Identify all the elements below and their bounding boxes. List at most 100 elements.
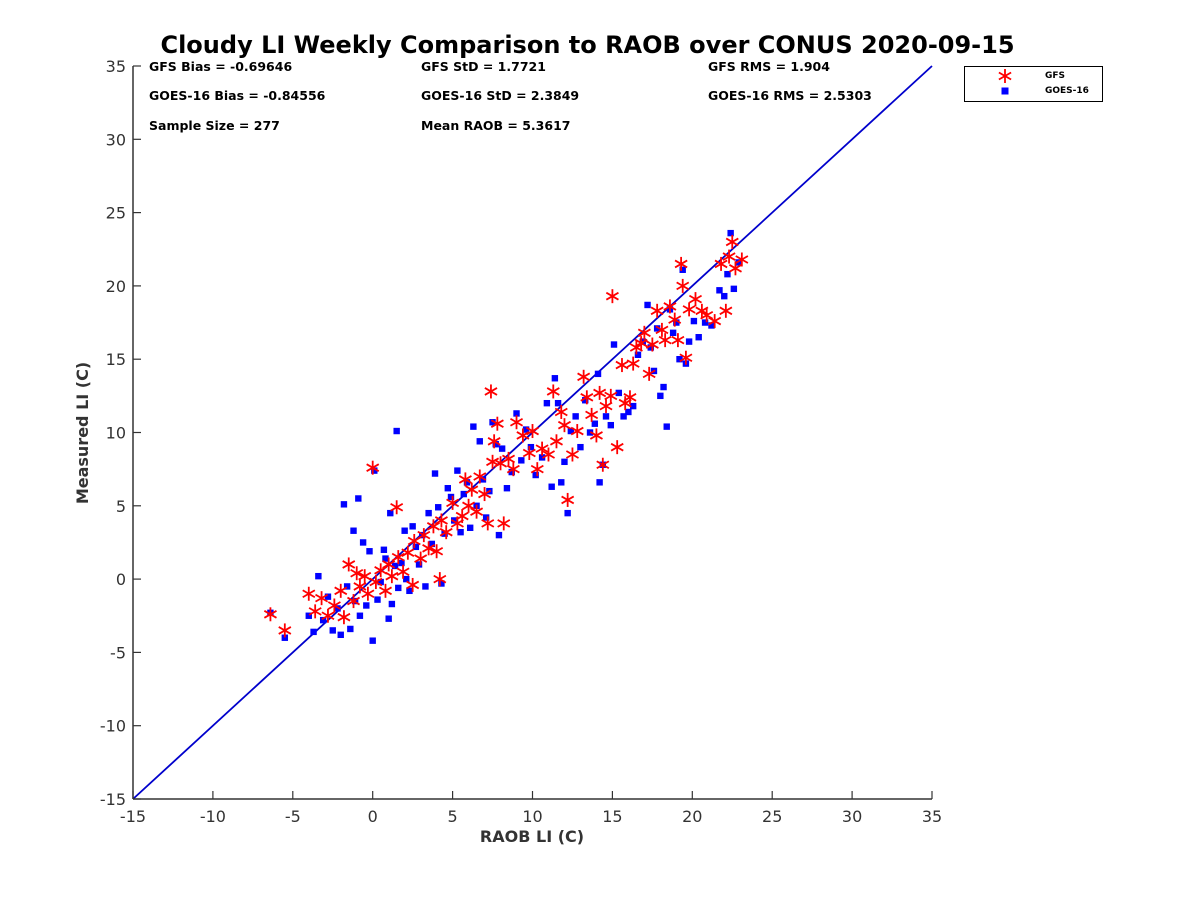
goes-point bbox=[281, 634, 289, 641]
gfs-point bbox=[549, 434, 563, 449]
goes-point bbox=[393, 427, 400, 435]
gfs-point bbox=[530, 462, 544, 477]
x-tick-label: -10 bbox=[200, 807, 226, 826]
goes-point bbox=[685, 338, 693, 345]
chart-title: Cloudy LI Weekly Comparison to RAOB over… bbox=[160, 31, 1015, 59]
goes-point bbox=[470, 423, 477, 430]
gfs-point bbox=[658, 333, 672, 348]
goes-point bbox=[607, 421, 615, 429]
gfs-point bbox=[700, 308, 714, 323]
goes-point bbox=[415, 561, 423, 568]
goes-point bbox=[543, 399, 551, 407]
goes-point bbox=[482, 514, 490, 521]
goes-point bbox=[398, 559, 405, 567]
gfs-point bbox=[719, 303, 733, 318]
goes-point bbox=[463, 479, 471, 486]
gfs-point bbox=[546, 384, 560, 399]
goes-point bbox=[561, 458, 568, 466]
x-tick-label: 35 bbox=[922, 807, 942, 826]
gfs-point bbox=[604, 388, 618, 403]
gfs-point bbox=[725, 234, 739, 249]
goes-point bbox=[538, 454, 546, 461]
goes-point bbox=[489, 419, 496, 426]
goes-point bbox=[602, 413, 610, 420]
gfs-point bbox=[455, 509, 469, 524]
gfs-point bbox=[358, 569, 372, 584]
gfs-point bbox=[486, 454, 500, 469]
asterisk-marker-icon bbox=[998, 69, 1012, 83]
gfs-point bbox=[470, 504, 484, 519]
goes-point bbox=[518, 457, 525, 464]
legend-item-gfs: GFS bbox=[965, 68, 1102, 84]
gfs-point bbox=[554, 404, 568, 419]
gfs-point bbox=[577, 369, 591, 384]
goes-point bbox=[425, 509, 432, 517]
goes-point bbox=[596, 479, 603, 486]
goes-point bbox=[735, 259, 742, 266]
legend-label-goes: GOES-16 bbox=[1045, 86, 1089, 96]
gfs-point bbox=[506, 462, 520, 477]
gfs-point bbox=[327, 598, 341, 613]
goes-point bbox=[422, 583, 429, 590]
gfs-point bbox=[525, 424, 540, 439]
gfs-point bbox=[541, 447, 555, 462]
gfs-point bbox=[535, 441, 549, 456]
x-tick-label: 5 bbox=[448, 807, 458, 826]
gfs-point bbox=[522, 446, 536, 461]
goes-point bbox=[329, 627, 336, 634]
goes-point bbox=[503, 485, 511, 492]
goes-point bbox=[403, 575, 410, 583]
goes-point bbox=[647, 344, 654, 351]
gfs-std-stat: GFS StD = 1.7721 bbox=[421, 59, 546, 74]
gfs-point bbox=[671, 333, 685, 348]
goes-point bbox=[406, 587, 413, 595]
gfs-point bbox=[668, 312, 682, 327]
gfs-point bbox=[714, 256, 728, 271]
gfs-point bbox=[396, 564, 410, 579]
goes-point bbox=[701, 319, 709, 326]
gfs-point bbox=[430, 544, 444, 559]
gfs-point bbox=[610, 440, 624, 455]
goes-point bbox=[716, 287, 723, 294]
gfs-point bbox=[426, 519, 440, 534]
gfs-point bbox=[278, 623, 292, 638]
x-tick-label: 0 bbox=[368, 807, 378, 826]
x-axis-label: RAOB LI (C) bbox=[480, 827, 584, 846]
goes-point bbox=[343, 583, 351, 590]
goes-point bbox=[305, 612, 312, 619]
goes-point bbox=[409, 523, 416, 530]
goes-point bbox=[620, 413, 627, 420]
goes-point bbox=[395, 584, 402, 592]
gfs-point bbox=[484, 384, 498, 399]
goes-point bbox=[369, 637, 376, 644]
y-axis-label: Measured LI (C) bbox=[73, 362, 92, 504]
gfs-point bbox=[401, 545, 415, 560]
goes-point bbox=[727, 229, 734, 237]
gfs-point bbox=[490, 416, 504, 431]
goes-point bbox=[634, 351, 642, 359]
y-tick-label: 15 bbox=[106, 350, 126, 369]
goes-point bbox=[385, 615, 392, 622]
gfs-point bbox=[361, 586, 375, 601]
gfs-point bbox=[391, 550, 405, 565]
goes-point bbox=[730, 285, 738, 293]
goes-point bbox=[359, 539, 367, 546]
goes-point bbox=[438, 580, 445, 587]
gfs-point bbox=[688, 292, 703, 307]
goes-point bbox=[558, 479, 565, 486]
gfs-point bbox=[353, 579, 367, 594]
gfs-point bbox=[645, 337, 659, 352]
gfs-point bbox=[596, 457, 610, 472]
goes-point bbox=[460, 490, 467, 498]
goes-point bbox=[356, 612, 364, 619]
goes-point bbox=[591, 420, 599, 427]
gfs-point bbox=[263, 607, 277, 622]
y-tick-label: -15 bbox=[100, 790, 126, 809]
goes-point bbox=[431, 470, 439, 477]
gfs-point bbox=[589, 428, 603, 443]
x-tick-label: -15 bbox=[120, 807, 146, 826]
goes-point bbox=[582, 397, 589, 404]
gfs-point bbox=[390, 500, 404, 515]
goes-point bbox=[669, 329, 677, 337]
gfs-point bbox=[561, 492, 575, 507]
